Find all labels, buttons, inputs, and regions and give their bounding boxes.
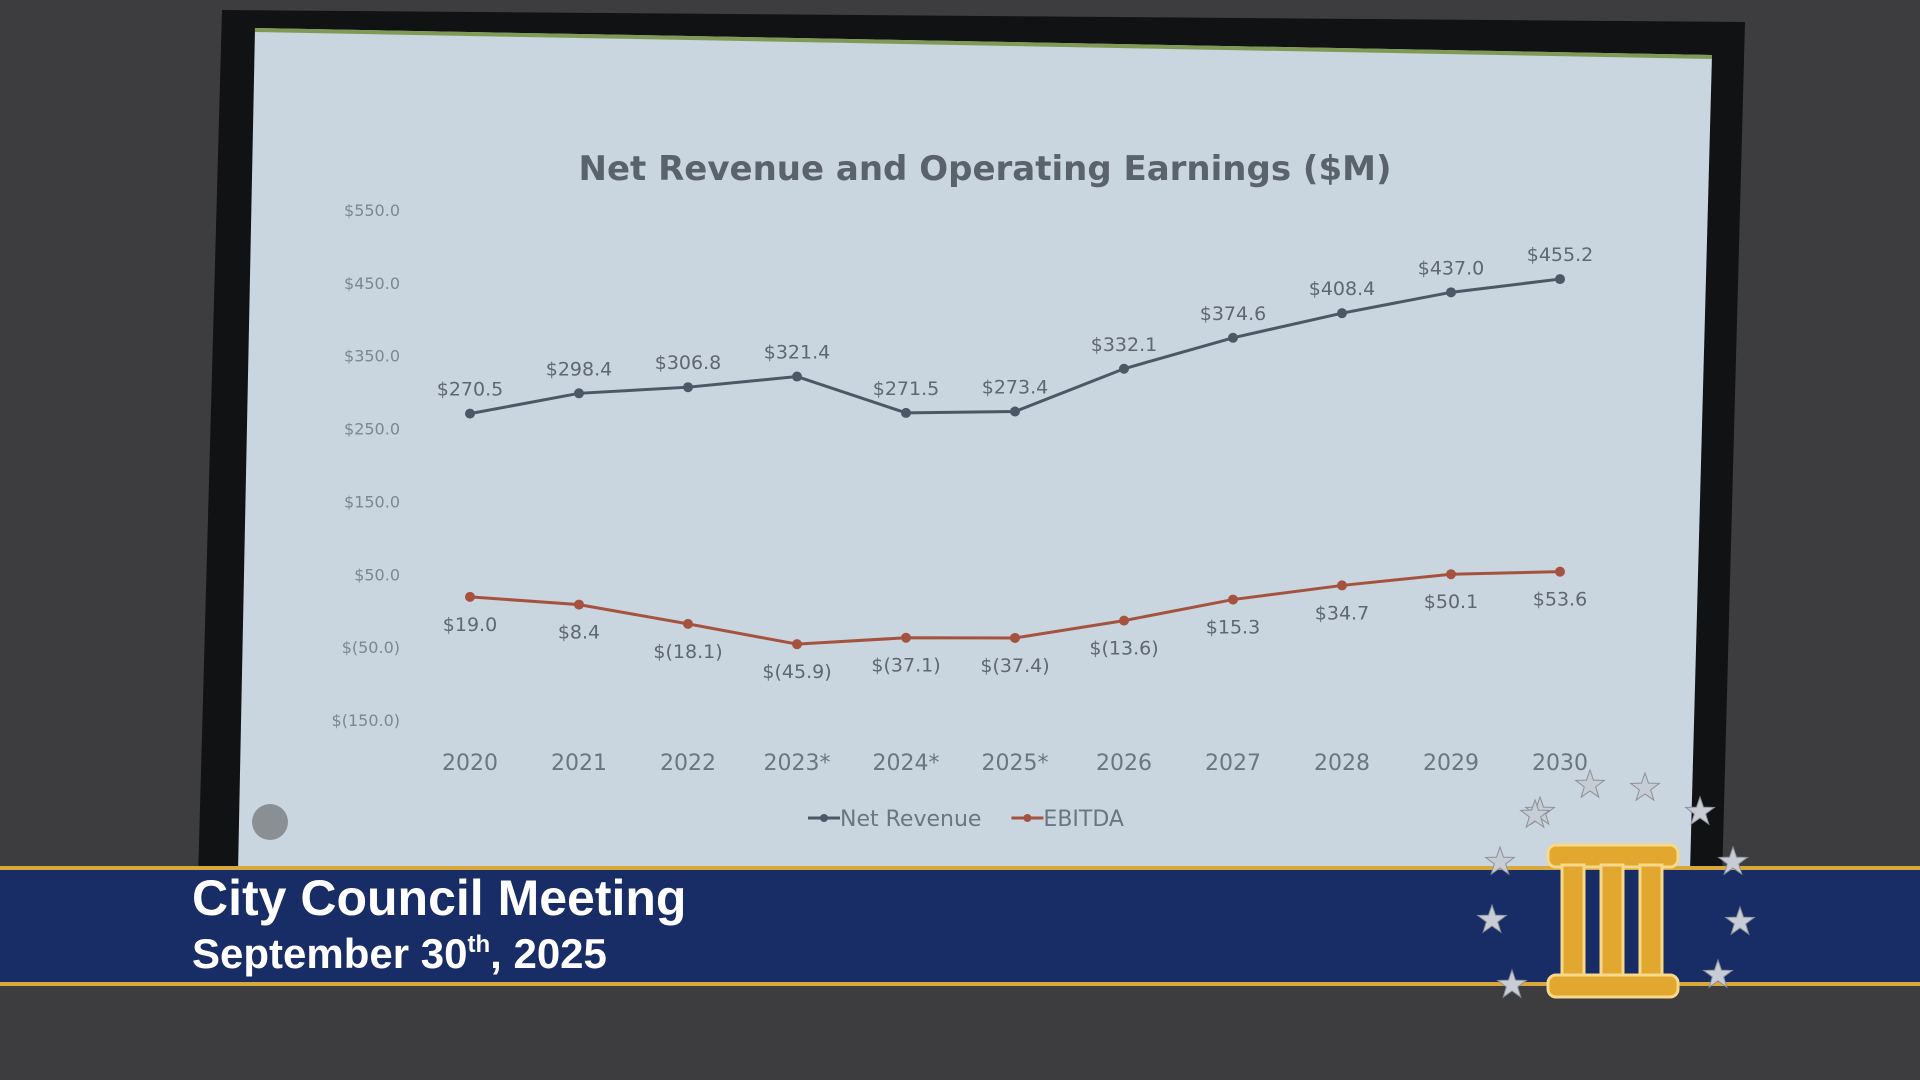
- date-suffix: th: [467, 931, 490, 958]
- y-tick-label: $(50.0): [342, 638, 400, 657]
- y-tick-label: $450.0: [344, 274, 400, 293]
- x-tick-label: 2022: [660, 751, 716, 776]
- data-label: $34.7: [1315, 602, 1369, 624]
- banner-title: City Council Meeting: [192, 870, 686, 926]
- point: [1446, 287, 1456, 298]
- star: [1702, 958, 1734, 989]
- point: [683, 618, 693, 629]
- data-label: $273.4: [982, 377, 1048, 399]
- star: [1717, 845, 1749, 876]
- date: September 30: [192, 930, 467, 977]
- banner-date: September 30th, 2025: [192, 930, 607, 977]
- point: [1555, 566, 1565, 577]
- point: [1446, 569, 1456, 580]
- pen-icon: [252, 804, 288, 840]
- data-label: $408.4: [1309, 278, 1375, 300]
- data-label: $321.4: [764, 342, 830, 364]
- y-tick-label: $250.0: [344, 420, 400, 439]
- data-label: $270.5: [437, 379, 503, 401]
- y-tick-label: $150.0: [344, 492, 400, 511]
- data-label: $298.4: [546, 358, 612, 380]
- legend-label: Net Revenue: [840, 807, 981, 832]
- data-label: $8.4: [558, 622, 600, 644]
- data-label: $(37.4): [980, 655, 1049, 677]
- x-tick-label: 2025*: [982, 751, 1049, 776]
- point: [1337, 580, 1347, 591]
- y-tick-label: $(150.0): [332, 711, 400, 730]
- data-label: $437.0: [1418, 257, 1484, 279]
- slide: [238, 28, 1712, 872]
- star: [1484, 845, 1516, 876]
- data-label: $50.1: [1424, 591, 1478, 613]
- star: [1574, 768, 1606, 799]
- logo-stars: [1476, 768, 1756, 999]
- data-label: $(37.1): [871, 655, 940, 677]
- star: [1476, 903, 1508, 934]
- x-tick-label: 2021: [551, 751, 607, 776]
- x-tick-label: 2024*: [873, 751, 940, 776]
- date-year: , 2025: [490, 930, 607, 977]
- data-label: $(45.9): [762, 661, 831, 683]
- data-label: $306.8: [655, 352, 721, 374]
- x-tick-label: 2026: [1096, 751, 1152, 776]
- data-label: $271.5: [873, 378, 939, 400]
- y-tick-label: $50.0: [354, 565, 400, 584]
- y-tick-label: $350.0: [344, 347, 400, 366]
- x-tick-label: 2030: [1532, 751, 1588, 776]
- point: [792, 639, 802, 650]
- point: [1228, 594, 1238, 605]
- slide-edge: [254, 28, 1713, 59]
- star: [1684, 795, 1716, 826]
- data-label: $(13.6): [1089, 638, 1158, 660]
- data-label: $53.6: [1533, 589, 1587, 611]
- banner-rule: [0, 982, 1920, 986]
- star: [1519, 798, 1551, 829]
- point: [465, 408, 475, 419]
- data-label: $332.1: [1091, 334, 1157, 356]
- point: [901, 632, 911, 643]
- point: [1119, 615, 1129, 626]
- banner-rule: [0, 866, 1920, 870]
- point: [465, 591, 475, 602]
- plot: $(150.0) $(50.0) $50.0 $150.0 $250.0 $350.0 $4…: [332, 201, 1594, 832]
- legend-label: EBITDA: [1043, 807, 1124, 832]
- point: [1555, 274, 1565, 285]
- data-label: $455.2: [1527, 244, 1593, 266]
- point: [574, 388, 584, 399]
- data-label: $374.6: [1200, 303, 1266, 325]
- point: [901, 407, 911, 418]
- x-tick-label: 2020: [442, 751, 498, 776]
- star: [1629, 771, 1661, 802]
- y-tick-label: $550.0: [344, 201, 400, 220]
- star: [1496, 968, 1528, 999]
- point: [574, 599, 584, 610]
- x-tick-label: 2027: [1205, 751, 1261, 776]
- point: [1228, 332, 1238, 343]
- point: [792, 371, 802, 382]
- logo: [1546, 843, 1680, 999]
- star: [1724, 905, 1756, 936]
- data-label: $15.3: [1206, 617, 1260, 639]
- x-tick-label: 2028: [1314, 751, 1370, 776]
- point: [1010, 632, 1020, 643]
- x-tick-label: 2029: [1423, 751, 1479, 776]
- point: [1010, 406, 1020, 417]
- data-label: $19.0: [443, 614, 497, 636]
- point: [1337, 308, 1347, 319]
- legend-dot: [820, 814, 828, 822]
- point: [1119, 363, 1129, 374]
- legend-dot: [1023, 814, 1032, 822]
- data-label: $(18.1): [653, 641, 722, 663]
- point: [683, 382, 693, 393]
- x-tick-label: 2023*: [764, 751, 831, 776]
- chart-title: Net Revenue and Operating Earnings ($M): [579, 149, 1392, 189]
